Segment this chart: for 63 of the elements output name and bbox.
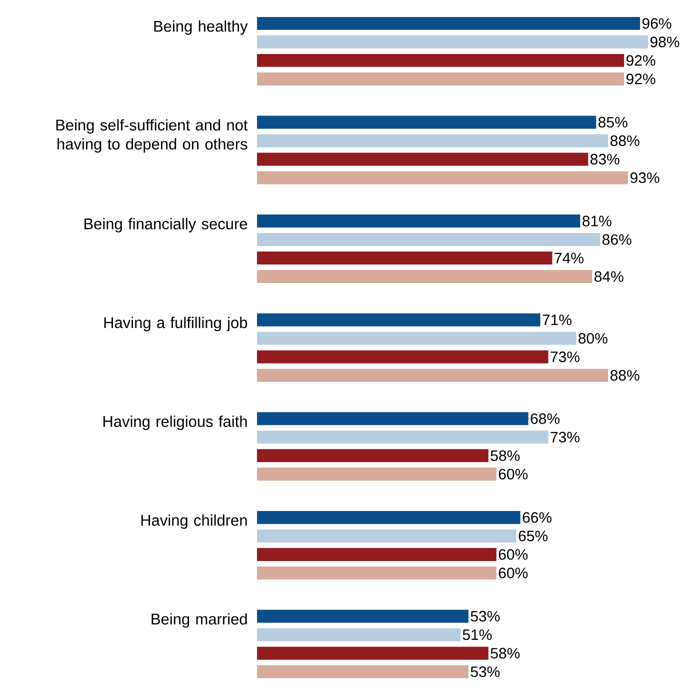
data-label: 85% xyxy=(598,116,628,128)
bar xyxy=(257,529,516,542)
data-label: 58% xyxy=(490,450,520,461)
bar xyxy=(257,251,552,264)
data-label: 86% xyxy=(602,234,632,245)
bar xyxy=(257,232,600,246)
data-label: 84% xyxy=(594,271,624,282)
y-tick-label: Having a fulfilling job xyxy=(104,316,248,332)
bar xyxy=(257,35,648,48)
data-label: 53% xyxy=(470,666,500,677)
bar xyxy=(257,646,488,660)
bar xyxy=(257,350,548,364)
bar xyxy=(257,54,624,67)
data-label: 66% xyxy=(522,512,552,523)
bar xyxy=(257,566,496,580)
bar xyxy=(257,171,628,184)
bar xyxy=(257,270,592,283)
data-label: 92% xyxy=(626,54,656,66)
data-label: 60% xyxy=(498,548,528,560)
data-label: 68% xyxy=(530,413,560,424)
bar xyxy=(257,214,580,228)
bar xyxy=(257,628,460,642)
bar xyxy=(257,332,576,345)
data-label: 53% xyxy=(470,610,500,622)
bar xyxy=(257,368,608,382)
data-label: 88% xyxy=(610,370,640,380)
data-label: 93% xyxy=(630,172,660,183)
data-label: 96% xyxy=(642,18,672,29)
data-label: 81% xyxy=(582,216,612,226)
data-label: 51% xyxy=(462,629,492,640)
data-label: 83% xyxy=(590,154,620,164)
bar xyxy=(257,548,496,561)
y-tick-label: Being financially secure xyxy=(84,218,248,232)
y-tick-label: Being self-sufficient and not having to depend on others xyxy=(56,119,248,152)
data-label: 65% xyxy=(518,530,548,542)
bar xyxy=(257,430,548,444)
bar xyxy=(257,510,520,524)
bar xyxy=(257,116,596,129)
data-label: 88% xyxy=(610,135,640,146)
bar xyxy=(257,448,488,462)
bar xyxy=(257,665,468,678)
data-label: 60% xyxy=(498,567,528,578)
bar xyxy=(257,72,624,86)
bar xyxy=(257,467,496,480)
data-label: 58% xyxy=(490,648,520,658)
data-label: 71% xyxy=(542,314,572,325)
data-label: 74% xyxy=(554,252,584,264)
bar xyxy=(257,134,608,148)
data-label: 98% xyxy=(650,36,680,48)
data-label: 73% xyxy=(550,432,580,442)
bar xyxy=(257,412,528,425)
bar xyxy=(257,152,588,166)
y-tick-label: Having religious faith xyxy=(103,415,247,430)
data-label: 80% xyxy=(578,332,608,344)
bar xyxy=(257,313,540,326)
bar xyxy=(257,610,468,623)
data-label: 73% xyxy=(550,351,580,362)
y-tick-label: Being married xyxy=(152,613,247,628)
bar xyxy=(257,16,640,30)
y-tick-label: Having children xyxy=(141,514,247,529)
data-label: 60% xyxy=(498,468,528,480)
data-label: 92% xyxy=(626,73,656,84)
y-tick-label: Being healthy xyxy=(154,20,248,35)
